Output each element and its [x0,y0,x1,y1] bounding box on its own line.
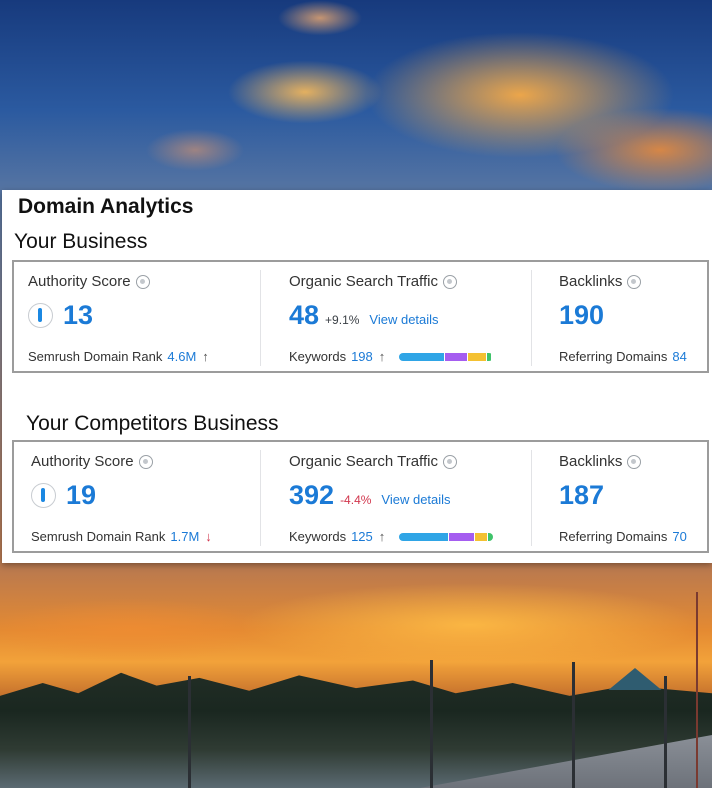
authority-score-number: 19 [66,480,97,510]
organic-traffic-delta: +9.1% [325,313,360,327]
keywords-row: Keywords 198 ↑ [289,349,493,364]
authority-gauge-icon [28,303,53,328]
arrow-up-icon: ↑ [378,349,386,364]
backlinks-label: Backlinks [559,453,642,470]
organic-traffic-column: Organic Search Traffic 392 -4.4% View de… [261,442,531,551]
keywords-bar-segment [486,352,491,361]
authority-score-value: 13 [28,300,93,331]
organic-traffic-label-text: Organic Search Traffic [289,273,438,290]
column-divider [531,270,532,366]
domain-rank-label: Semrush Domain Rank [28,349,163,364]
domain-rank-row: Semrush Domain Rank 1.7M ↓ [31,529,212,544]
keywords-label: Keywords [289,349,347,364]
keywords-bar-segment [449,532,474,541]
backlinks-label: Backlinks [559,273,642,290]
organic-traffic-label: Organic Search Traffic [289,453,457,470]
referring-domains-value[interactable]: 70 [672,529,687,544]
authority-gauge-icon [31,483,56,508]
referring-domains-label: Referring Domains [559,349,668,364]
backlinks-value[interactable]: 190 [559,300,605,330]
view-details-link[interactable]: View details [369,312,439,327]
domain-rank-value[interactable]: 1.7M [170,529,200,544]
authority-score-label: Authority Score [31,453,153,470]
metrics-card-competitors: Authority Score 19 Semrush Domain Rank 1… [12,440,709,553]
organic-traffic-delta: -4.4% [340,493,372,507]
authority-score-column: Authority Score 13 Semrush Domain Rank 4… [14,262,260,371]
organic-traffic-column: Organic Search Traffic 48 +9.1% View det… [261,262,531,371]
info-circle-icon[interactable] [627,274,642,289]
section-title-your-business: Your Business [14,230,148,253]
arrow-up-icon: ↑ [202,349,209,364]
sunset-glow [0,565,712,685]
info-circle-icon[interactable] [442,454,457,469]
referring-domains-row: Referring Domains 84 [559,349,687,364]
light-pole [572,662,575,788]
authority-score-label-text: Authority Score [31,453,134,470]
backlinks-label-text: Backlinks [559,453,623,470]
keywords-distribution-bar [399,352,493,361]
info-circle-icon[interactable] [442,274,457,289]
keywords-bar-segment [399,532,449,541]
info-circle-icon[interactable] [135,274,150,289]
column-divider [260,450,261,546]
referring-domains-value[interactable]: 84 [672,349,687,364]
organic-traffic-value: 392 -4.4% View details [289,480,451,511]
keywords-value[interactable]: 198 [351,349,373,364]
keywords-bar-segment [468,352,486,361]
backlinks-label-text: Backlinks [559,273,623,290]
keywords-bar-segment [487,532,493,541]
view-details-link[interactable]: View details [381,492,451,507]
authority-score-number: 13 [63,300,94,330]
organic-traffic-number: 392 [289,480,335,510]
light-pole [664,676,667,788]
domain-rank-row: Semrush Domain Rank 4.6M ↑ [28,349,209,364]
authority-score-label-text: Authority Score [28,273,131,290]
keywords-value[interactable]: 125 [351,529,373,544]
keywords-distribution-bar [399,532,493,541]
column-divider [531,450,532,546]
keywords-label: Keywords [289,529,347,544]
section-title-competitors: Your Competitors Business [26,412,279,435]
domain-analytics-panel: Domain Analytics Your Business Authority… [2,190,712,563]
column-divider [260,270,261,366]
backlinks-value[interactable]: 187 [559,480,605,510]
radio-tower [696,592,698,788]
backlinks-column: Backlinks 190 Referring Domains 84 [532,262,709,371]
organic-traffic-value: 48 +9.1% View details [289,300,439,331]
metrics-card-your-business: Authority Score 13 Semrush Domain Rank 4… [12,260,709,373]
keywords-bar-segment [445,352,467,361]
info-circle-icon[interactable] [138,454,153,469]
panel-title: Domain Analytics [18,195,194,218]
arrow-down-icon: ↓ [205,529,212,544]
arrow-up-icon: ↑ [378,529,386,544]
referring-domains-row: Referring Domains 70 [559,529,687,544]
authority-score-label: Authority Score [28,273,150,290]
organic-traffic-number: 48 [289,300,320,330]
light-pole [430,660,433,788]
domain-rank-value[interactable]: 4.6M [167,349,197,364]
keywords-bar-segment [474,532,487,541]
backlinks-column: Backlinks 187 Referring Domains 70 [532,442,709,551]
authority-score-value: 19 [31,480,96,511]
referring-domains-label: Referring Domains [559,529,668,544]
keywords-row: Keywords 125 ↑ [289,529,493,544]
keywords-bar-segment [399,352,445,361]
domain-rank-label: Semrush Domain Rank [31,529,166,544]
authority-score-column: Authority Score 19 Semrush Domain Rank 1… [14,442,260,551]
info-circle-icon[interactable] [627,454,642,469]
light-pole [188,676,191,788]
organic-traffic-label-text: Organic Search Traffic [289,453,438,470]
organic-traffic-label: Organic Search Traffic [289,273,457,290]
